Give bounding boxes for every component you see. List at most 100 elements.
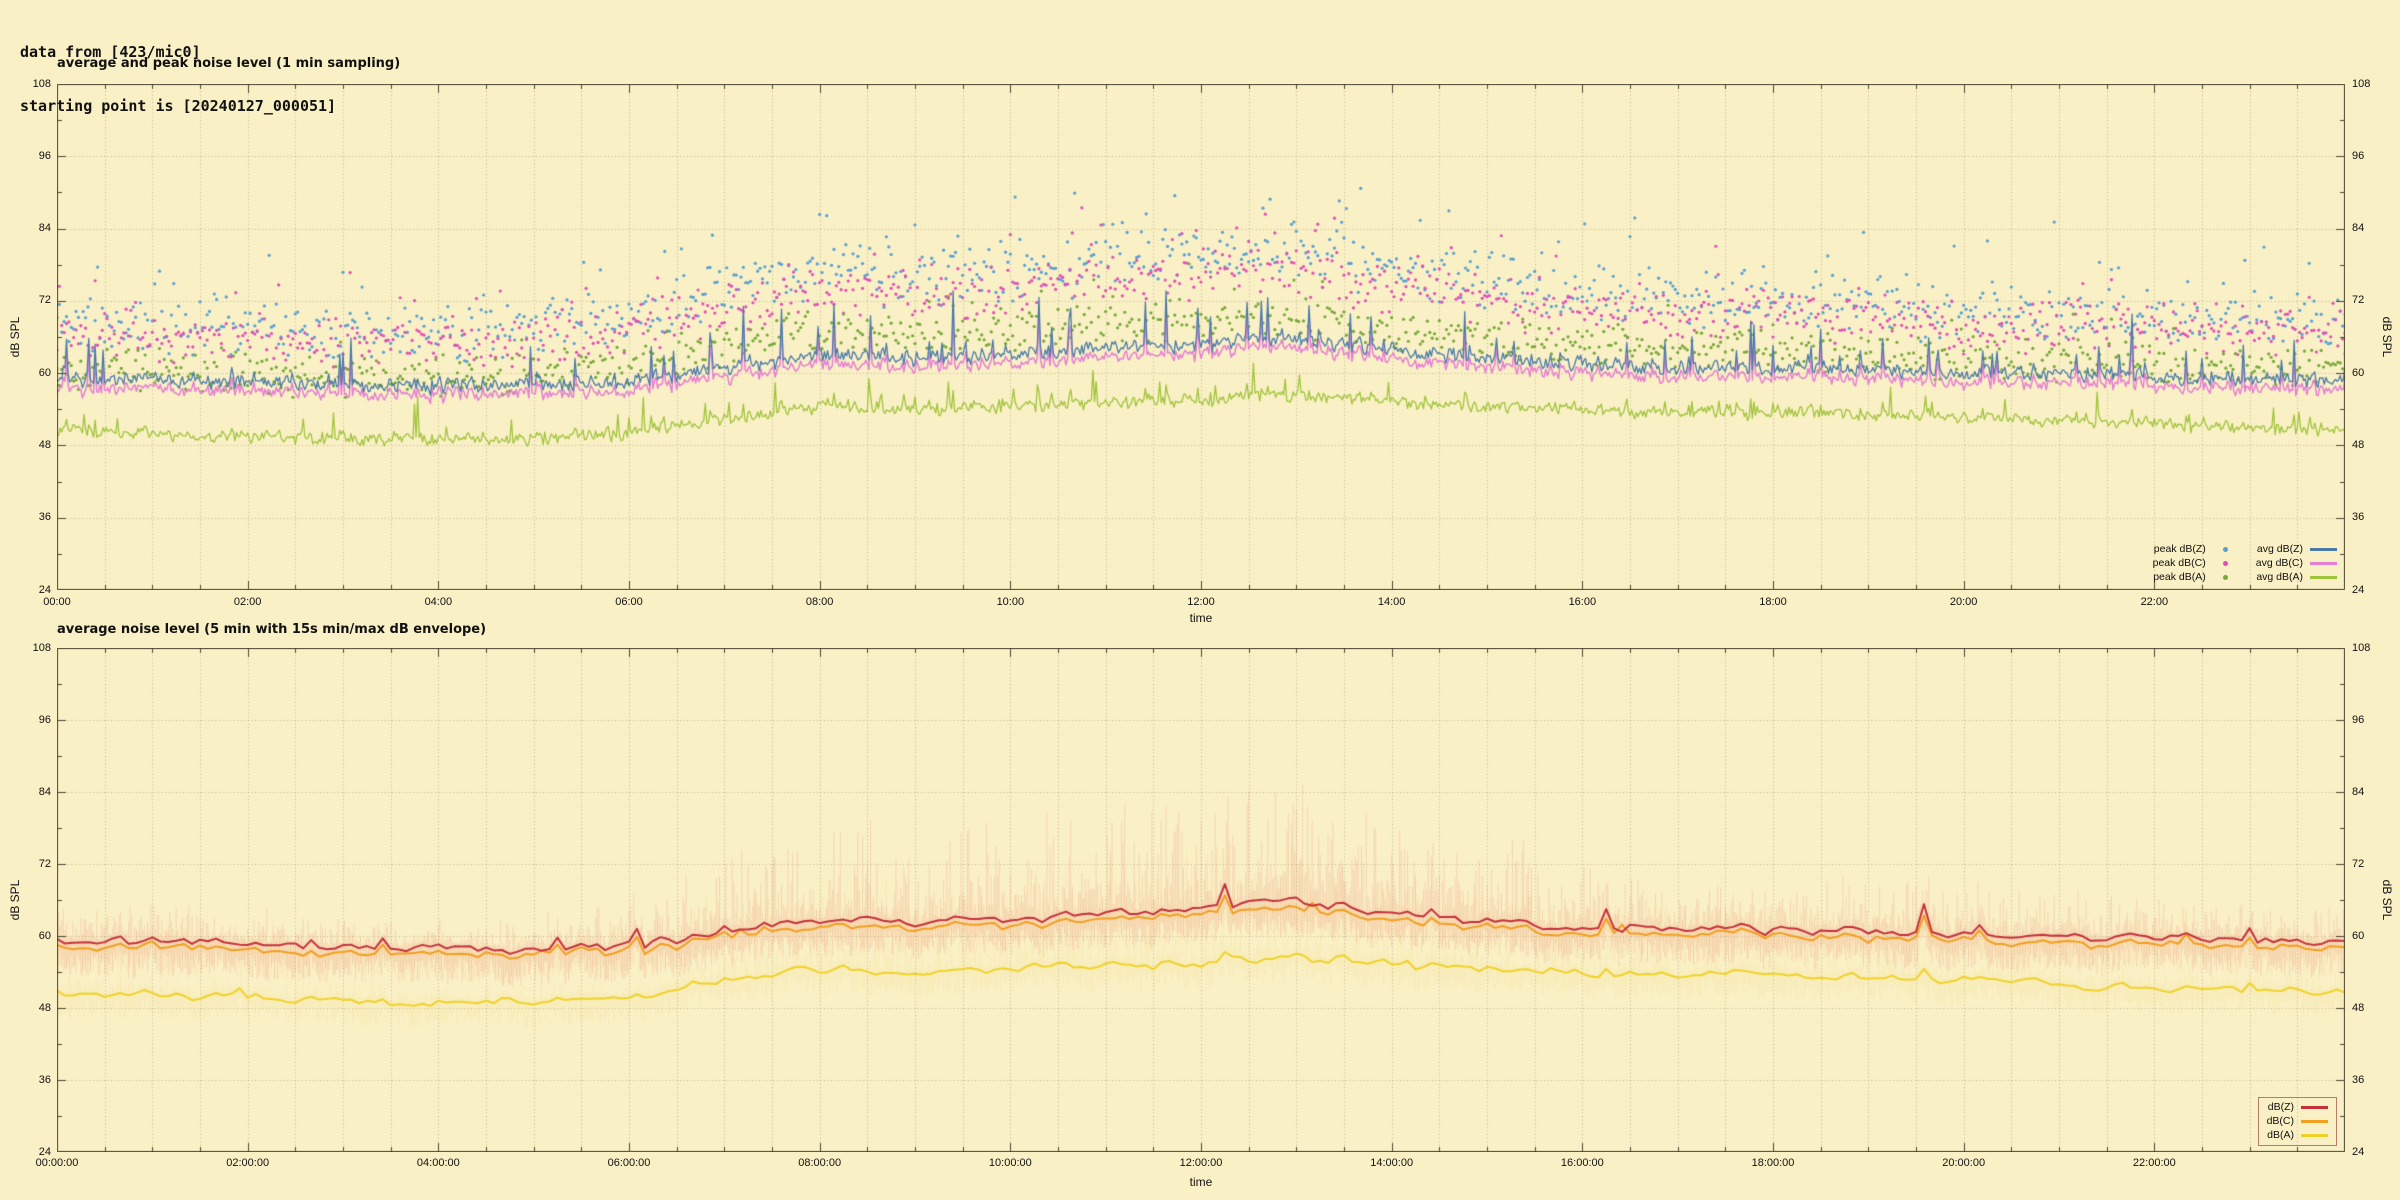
x-tick-label: 14:00:00 [1370, 1157, 1414, 1169]
y-tick-label-right: 96 [2352, 149, 2365, 162]
chart1-canvas [57, 84, 2345, 590]
y-tick-label-left: 36 [38, 511, 51, 524]
y-tick-label-right: 72 [2352, 857, 2365, 870]
x-tick-label: 12:00 [1187, 596, 1215, 608]
legend-label: dB(A) [2267, 1129, 2294, 1141]
line-marker-icon [2309, 562, 2337, 565]
line-marker-icon [2309, 576, 2337, 579]
y-tick-label-left: 84 [38, 222, 51, 235]
x-tick-label: 22:00:00 [2132, 1157, 2176, 1169]
legend-line-swatch [2309, 573, 2337, 583]
legend-entry: dB(A) [2267, 1129, 2328, 1142]
y-tick-label-left: 96 [38, 713, 51, 726]
chart2-canvas [57, 648, 2345, 1152]
y-tick-label-right: 72 [2352, 294, 2365, 307]
x-tick-label: 22:00 [2140, 596, 2169, 608]
y-tick-label-right: 108 [2352, 641, 2371, 654]
legend-label: peak dB(A) [2153, 571, 2206, 583]
x-tick-label: 12:00:00 [1179, 1157, 1223, 1169]
y-tick-label-right: 48 [2352, 1001, 2365, 1014]
y-tick-label-right: 36 [2352, 1073, 2365, 1086]
chart2-x-axis-label: time [1189, 1175, 1213, 1189]
chart2-legend: dB(Z) dB(C) dB(A) [2257, 1097, 2337, 1146]
x-tick-label: 00:00:00 [35, 1157, 79, 1169]
legend-line-swatch [2300, 1117, 2328, 1127]
x-tick-label: 18:00:00 [1751, 1157, 1795, 1169]
legend-dot-swatch [2212, 559, 2240, 569]
legend-line-swatch [2309, 545, 2337, 555]
legend-label: dB(C) [2266, 1115, 2294, 1127]
legend-entry: avg dB(A) [2256, 571, 2337, 584]
y-tick-label-right: 48 [2352, 438, 2365, 451]
x-tick-label: 18:00 [1759, 596, 1787, 608]
x-tick-label: 20:00:00 [1942, 1157, 1986, 1169]
chart1-x-axis-label: time [1189, 611, 1213, 625]
chart1-legend: peak dB(Z) peak dB(C) peak dB(A) avg dB(Z) a… [2153, 543, 2337, 584]
y-tick-label-left: 24 [38, 583, 51, 596]
dot-marker-icon [2223, 575, 2229, 580]
y-tick-label-left: 72 [38, 857, 51, 870]
header-line-1: data from [423/mic0] [20, 43, 201, 61]
line-marker-icon [2300, 1120, 2328, 1123]
y-tick-label-right: 36 [2352, 511, 2365, 524]
y-tick-label-left: 48 [38, 1001, 51, 1014]
y-tick-label-left: 60 [38, 366, 51, 379]
y-tick-label-left: 48 [38, 438, 51, 451]
y-tick-label-right: 96 [2352, 713, 2365, 726]
y-tick-label-right: 84 [2352, 222, 2365, 235]
x-tick-label: 20:00 [1949, 596, 1978, 608]
y-tick-label-right: 60 [2352, 366, 2365, 379]
line-marker-icon [2300, 1134, 2328, 1137]
chart1-title: average and peak noise level (1 min samp… [57, 56, 401, 71]
y-tick-label-left: 84 [38, 785, 51, 798]
legend-label: avg dB(Z) [2256, 543, 2303, 555]
chart2-plot-area: dB(Z) dB(C) dB(A) [57, 648, 2345, 1152]
legend-entry: avg dB(Z) [2256, 543, 2337, 556]
legend-entry: dB(Z) [2267, 1101, 2328, 1114]
legend-column: avg dB(Z) avg dB(C) avg dB(A) [2256, 543, 2337, 584]
chart2-title: average noise level (5 min with 15s min/… [57, 622, 487, 637]
legend-label: avg dB(A) [2256, 571, 2303, 583]
line-marker-icon [2309, 548, 2337, 551]
x-tick-label: 04:00:00 [416, 1157, 460, 1169]
y-tick-label-right: 24 [2352, 1145, 2365, 1158]
y-tick-label-right: 108 [2352, 77, 2371, 90]
dot-marker-icon [2223, 561, 2229, 566]
x-tick-label: 02:00 [233, 596, 262, 608]
dot-marker-icon [2223, 547, 2229, 552]
legend-dot-swatch [2212, 573, 2240, 583]
chart2-y-axis-label-left: dB SPL [8, 879, 22, 921]
chart1-y-axis-label-left: dB SPL [8, 316, 22, 358]
x-tick-label: 14:00 [1377, 596, 1406, 608]
legend-entry: peak dB(A) [2153, 571, 2240, 584]
x-tick-label: 16:00 [1568, 596, 1597, 608]
y-tick-label-left: 108 [32, 641, 51, 654]
legend-label: dB(Z) [2267, 1101, 2294, 1113]
x-tick-label: 02:00:00 [226, 1157, 270, 1169]
y-tick-label-left: 108 [32, 77, 51, 90]
legend-label: avg dB(C) [2255, 557, 2303, 569]
y-tick-label-left: 72 [38, 294, 51, 307]
legend-entry: peak dB(Z) [2153, 543, 2240, 556]
y-tick-label-right: 60 [2352, 929, 2365, 942]
x-tick-label: 06:00:00 [607, 1157, 651, 1169]
y-tick-label-right: 24 [2352, 583, 2365, 596]
y-tick-label-left: 96 [38, 149, 51, 162]
chart1-plot-area: peak dB(Z) peak dB(C) peak dB(A) avg dB(Z) a… [57, 84, 2345, 590]
x-tick-label: 00:00 [43, 596, 71, 608]
legend-dot-swatch [2212, 545, 2240, 555]
x-tick-label: 08:00:00 [798, 1157, 842, 1169]
legend-label: peak dB(Z) [2153, 543, 2206, 555]
legend-line-swatch [2300, 1103, 2328, 1113]
legend-column: dB(Z) dB(C) dB(A) [2267, 1101, 2328, 1142]
legend-entry: dB(C) [2267, 1115, 2328, 1128]
y-tick-label-left: 24 [38, 1145, 51, 1158]
x-tick-label: 06:00 [615, 596, 643, 608]
y-tick-label-left: 60 [38, 929, 51, 942]
x-tick-label: 10:00 [996, 596, 1025, 608]
x-tick-label: 08:00 [805, 596, 834, 608]
line-marker-icon [2300, 1106, 2328, 1109]
y-tick-label-right: 84 [2352, 785, 2365, 798]
x-tick-label: 10:00:00 [988, 1157, 1032, 1169]
